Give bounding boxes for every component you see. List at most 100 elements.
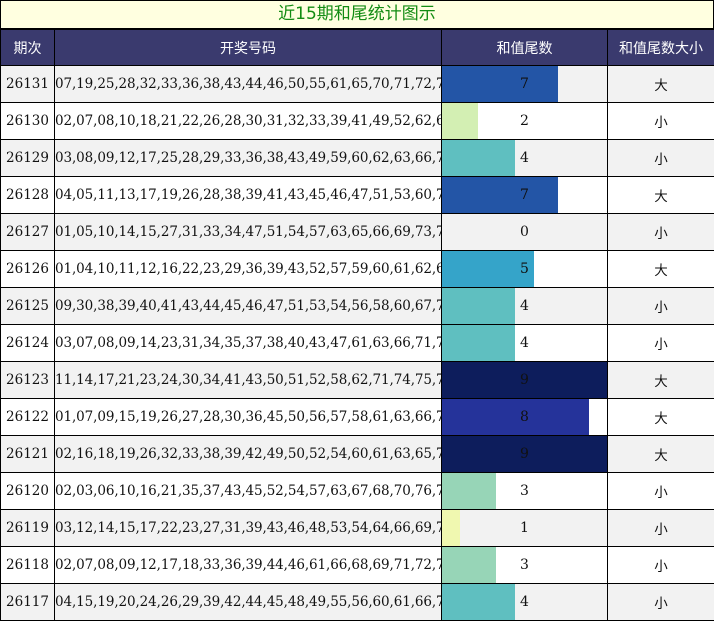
table-row: 26120 02,03,06,10,16,21,35,37,43,45,52,54… bbox=[0, 472, 714, 510]
tail-value: 7 bbox=[520, 187, 529, 203]
header-issue: 期次 bbox=[0, 29, 55, 66]
size-cell: 小 bbox=[607, 472, 714, 510]
tail-value: 4 bbox=[520, 594, 529, 610]
issue-cell: 26121 bbox=[0, 435, 55, 473]
size-cell: 大 bbox=[607, 435, 714, 473]
numbers-cell: 04,15,19,20,24,26,29,39,42,44,45,48,49,5… bbox=[54, 583, 442, 621]
table-row: 26119 03,12,14,15,17,22,23,27,31,39,43,46… bbox=[0, 509, 714, 547]
tail-bar-cell: 9 bbox=[441, 435, 608, 473]
size-cell: 小 bbox=[607, 139, 714, 177]
tail-bar-cell: 8 bbox=[441, 398, 608, 436]
tail-bar-cell: 4 bbox=[441, 583, 608, 621]
table-row: 26130 02,07,08,10,18,21,22,26,28,30,31,32… bbox=[0, 102, 714, 140]
tail-bar bbox=[442, 66, 558, 102]
issue-cell: 26130 bbox=[0, 102, 55, 140]
tail-value: 9 bbox=[520, 446, 529, 462]
tail-bar bbox=[442, 251, 534, 287]
issue-cell: 26124 bbox=[0, 324, 55, 362]
tail-bar-cell: 4 bbox=[441, 324, 608, 362]
table-row: 26131 07,19,25,28,32,33,36,38,43,44,46,50… bbox=[0, 65, 714, 103]
tail-value: 4 bbox=[520, 335, 529, 351]
tail-bar-cell: 9 bbox=[441, 361, 608, 399]
numbers-cell: 02,03,06,10,16,21,35,37,43,45,52,54,57,6… bbox=[54, 472, 442, 510]
issue-cell: 26131 bbox=[0, 65, 55, 103]
tail-bar bbox=[442, 584, 515, 620]
tail-value: 4 bbox=[520, 150, 529, 166]
tail-bar-cell: 4 bbox=[441, 287, 608, 325]
issue-cell: 26128 bbox=[0, 176, 55, 214]
numbers-cell: 01,07,09,15,19,26,27,28,30,36,45,50,56,5… bbox=[54, 398, 442, 436]
tail-bar bbox=[442, 510, 461, 546]
tail-value: 0 bbox=[520, 224, 529, 240]
tail-value: 1 bbox=[520, 520, 529, 536]
issue-cell: 26120 bbox=[0, 472, 55, 510]
issue-cell: 26127 bbox=[0, 213, 55, 251]
tail-bar bbox=[442, 103, 479, 139]
tail-bar bbox=[442, 436, 607, 472]
tail-bar-cell: 7 bbox=[441, 65, 608, 103]
tail-bar-cell: 0 bbox=[441, 213, 608, 251]
issue-cell: 26117 bbox=[0, 583, 55, 621]
tail-bar bbox=[442, 473, 497, 509]
tail-value: 4 bbox=[520, 298, 529, 314]
size-cell: 大 bbox=[607, 176, 714, 214]
tail-bar bbox=[442, 362, 607, 398]
tail-value: 5 bbox=[520, 261, 529, 277]
table-row: 26126 01,04,10,11,12,16,22,23,29,36,39,43… bbox=[0, 250, 714, 288]
issue-cell: 26129 bbox=[0, 139, 55, 177]
tail-bar-cell: 3 bbox=[441, 472, 608, 510]
size-cell: 小 bbox=[607, 102, 714, 140]
tail-bar-cell: 1 bbox=[441, 509, 608, 547]
size-cell: 小 bbox=[607, 287, 714, 325]
tail-bar-cell: 7 bbox=[441, 176, 608, 214]
numbers-cell: 07,19,25,28,32,33,36,38,43,44,46,50,55,6… bbox=[54, 65, 442, 103]
table-row: 26128 04,05,11,13,17,19,26,28,38,39,41,43… bbox=[0, 176, 714, 214]
table-row: 26125 09,30,38,39,40,41,43,44,45,46,47,51… bbox=[0, 287, 714, 325]
size-cell: 小 bbox=[607, 546, 714, 584]
size-cell: 小 bbox=[607, 509, 714, 547]
table-row: 26129 03,08,09,12,17,25,28,29,33,36,38,43… bbox=[0, 139, 714, 177]
table-row: 26127 01,05,10,14,15,27,31,33,34,47,51,54… bbox=[0, 213, 714, 251]
numbers-cell: 02,07,08,09,12,17,18,33,36,39,44,46,61,6… bbox=[54, 546, 442, 584]
tail-value: 2 bbox=[520, 113, 529, 129]
issue-cell: 26118 bbox=[0, 546, 55, 584]
tail-bar bbox=[442, 547, 497, 583]
draw-stats-table: 期次 开奖号码 和值尾数 和值尾数大小 26131 07,19,25,28,32,… bbox=[0, 29, 714, 621]
issue-cell: 26126 bbox=[0, 250, 55, 288]
numbers-cell: 01,04,10,11,12,16,22,23,29,36,39,43,52,5… bbox=[54, 250, 442, 288]
numbers-cell: 02,07,08,10,18,21,22,26,28,30,31,32,33,3… bbox=[54, 102, 442, 140]
size-cell: 小 bbox=[607, 213, 714, 251]
numbers-cell: 04,05,11,13,17,19,26,28,38,39,41,43,45,4… bbox=[54, 176, 442, 214]
tail-bar-cell: 4 bbox=[441, 139, 608, 177]
tail-value: 9 bbox=[520, 372, 529, 388]
numbers-cell: 11,14,17,21,23,24,30,34,41,43,50,51,52,5… bbox=[54, 361, 442, 399]
size-cell: 小 bbox=[607, 583, 714, 621]
numbers-cell: 01,05,10,14,15,27,31,33,34,47,51,54,57,6… bbox=[54, 213, 442, 251]
table-row: 26122 01,07,09,15,19,26,27,28,30,36,45,50… bbox=[0, 398, 714, 436]
table-row: 26123 11,14,17,21,23,24,30,34,41,43,50,51… bbox=[0, 361, 714, 399]
tail-bar bbox=[442, 325, 515, 361]
tail-bar bbox=[442, 288, 515, 324]
tail-bar-cell: 5 bbox=[441, 250, 608, 288]
tail-value: 3 bbox=[520, 483, 529, 499]
size-cell: 小 bbox=[607, 324, 714, 362]
issue-cell: 26123 bbox=[0, 361, 55, 399]
header-numbers: 开奖号码 bbox=[54, 29, 442, 66]
header-size: 和值尾数大小 bbox=[607, 29, 714, 66]
numbers-cell: 03,08,09,12,17,25,28,29,33,36,38,43,49,5… bbox=[54, 139, 442, 177]
table-row: 26124 03,07,08,09,14,23,31,34,35,37,38,40… bbox=[0, 324, 714, 362]
size-cell: 大 bbox=[607, 65, 714, 103]
tail-value: 3 bbox=[520, 557, 529, 573]
tail-value: 8 bbox=[520, 409, 529, 425]
table-row: 26118 02,07,08,09,12,17,18,33,36,39,44,46… bbox=[0, 546, 714, 584]
table-row: 26117 04,15,19,20,24,26,29,39,42,44,45,48… bbox=[0, 583, 714, 621]
numbers-cell: 09,30,38,39,40,41,43,44,45,46,47,51,53,5… bbox=[54, 287, 442, 325]
table-header-row: 期次 开奖号码 和值尾数 和值尾数大小 bbox=[0, 29, 714, 66]
size-cell: 大 bbox=[607, 361, 714, 399]
numbers-cell: 02,16,18,19,26,32,33,38,39,42,49,50,52,5… bbox=[54, 435, 442, 473]
numbers-cell: 03,12,14,15,17,22,23,27,31,39,43,46,48,5… bbox=[54, 509, 442, 547]
page-title: 近15期和尾统计图示 bbox=[0, 0, 714, 29]
tail-bar-cell: 3 bbox=[441, 546, 608, 584]
header-tail: 和值尾数 bbox=[441, 29, 608, 66]
